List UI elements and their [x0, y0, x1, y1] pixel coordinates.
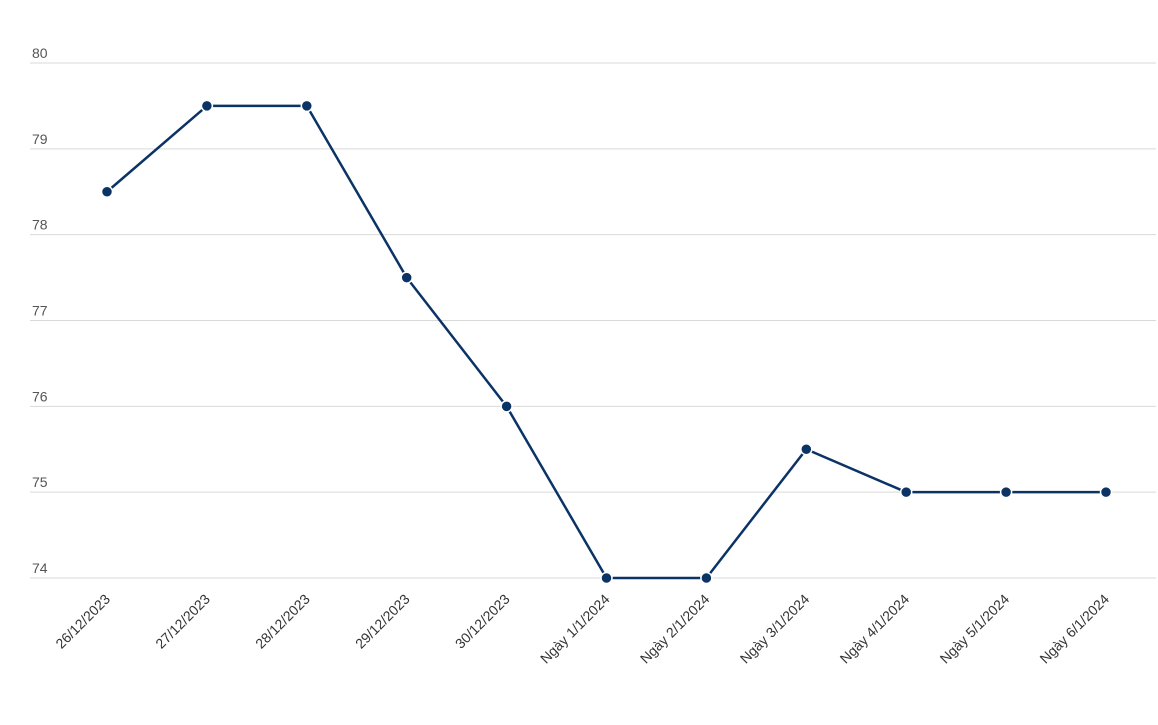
data-point	[800, 443, 813, 456]
x-tick-label: Ngày 1/1/2024	[537, 591, 613, 667]
data-point	[600, 571, 613, 585]
y-tick-label: 74	[32, 560, 48, 576]
x-tick-label: 26/12/2023	[52, 591, 113, 652]
x-tick-label: 29/12/2023	[352, 591, 413, 652]
x-tick-label: Ngày 4/1/2024	[837, 591, 913, 667]
data-point	[899, 485, 913, 499]
data-point	[1099, 485, 1113, 499]
series	[100, 99, 1113, 585]
x-tick-label: Ngày 6/1/2024	[1036, 591, 1112, 667]
y-tick-label: 75	[32, 474, 48, 490]
data-point	[100, 185, 114, 198]
gridlines	[30, 62, 1156, 579]
data-point	[400, 271, 413, 284]
x-tick-label: Ngày 5/1/2024	[937, 591, 1013, 667]
x-tick-label: Ngày 3/1/2024	[737, 591, 813, 667]
data-point	[300, 99, 314, 113]
x-axis-ticks: 26/12/2023 27/12/2023 28/12/2023 29/12/2023…	[52, 591, 1112, 667]
x-tick-label: 30/12/2023	[452, 591, 513, 652]
data-point	[200, 99, 214, 113]
data-point	[500, 400, 513, 413]
y-tick-label: 79	[32, 131, 48, 147]
y-tick-label: 77	[32, 303, 48, 319]
data-point	[999, 485, 1013, 499]
data-point	[700, 571, 713, 585]
x-tick-label: Ngày 2/1/2024	[637, 591, 713, 667]
x-tick-label: 28/12/2023	[252, 591, 313, 652]
y-tick-label: 78	[32, 217, 48, 233]
y-axis-ticks: 74 75 76 77 78 79 80	[32, 45, 48, 576]
y-tick-label: 76	[32, 388, 48, 404]
series-line	[106, 104, 1106, 580]
y-tick-label: 80	[32, 45, 48, 61]
x-tick-label: 27/12/2023	[152, 591, 213, 652]
